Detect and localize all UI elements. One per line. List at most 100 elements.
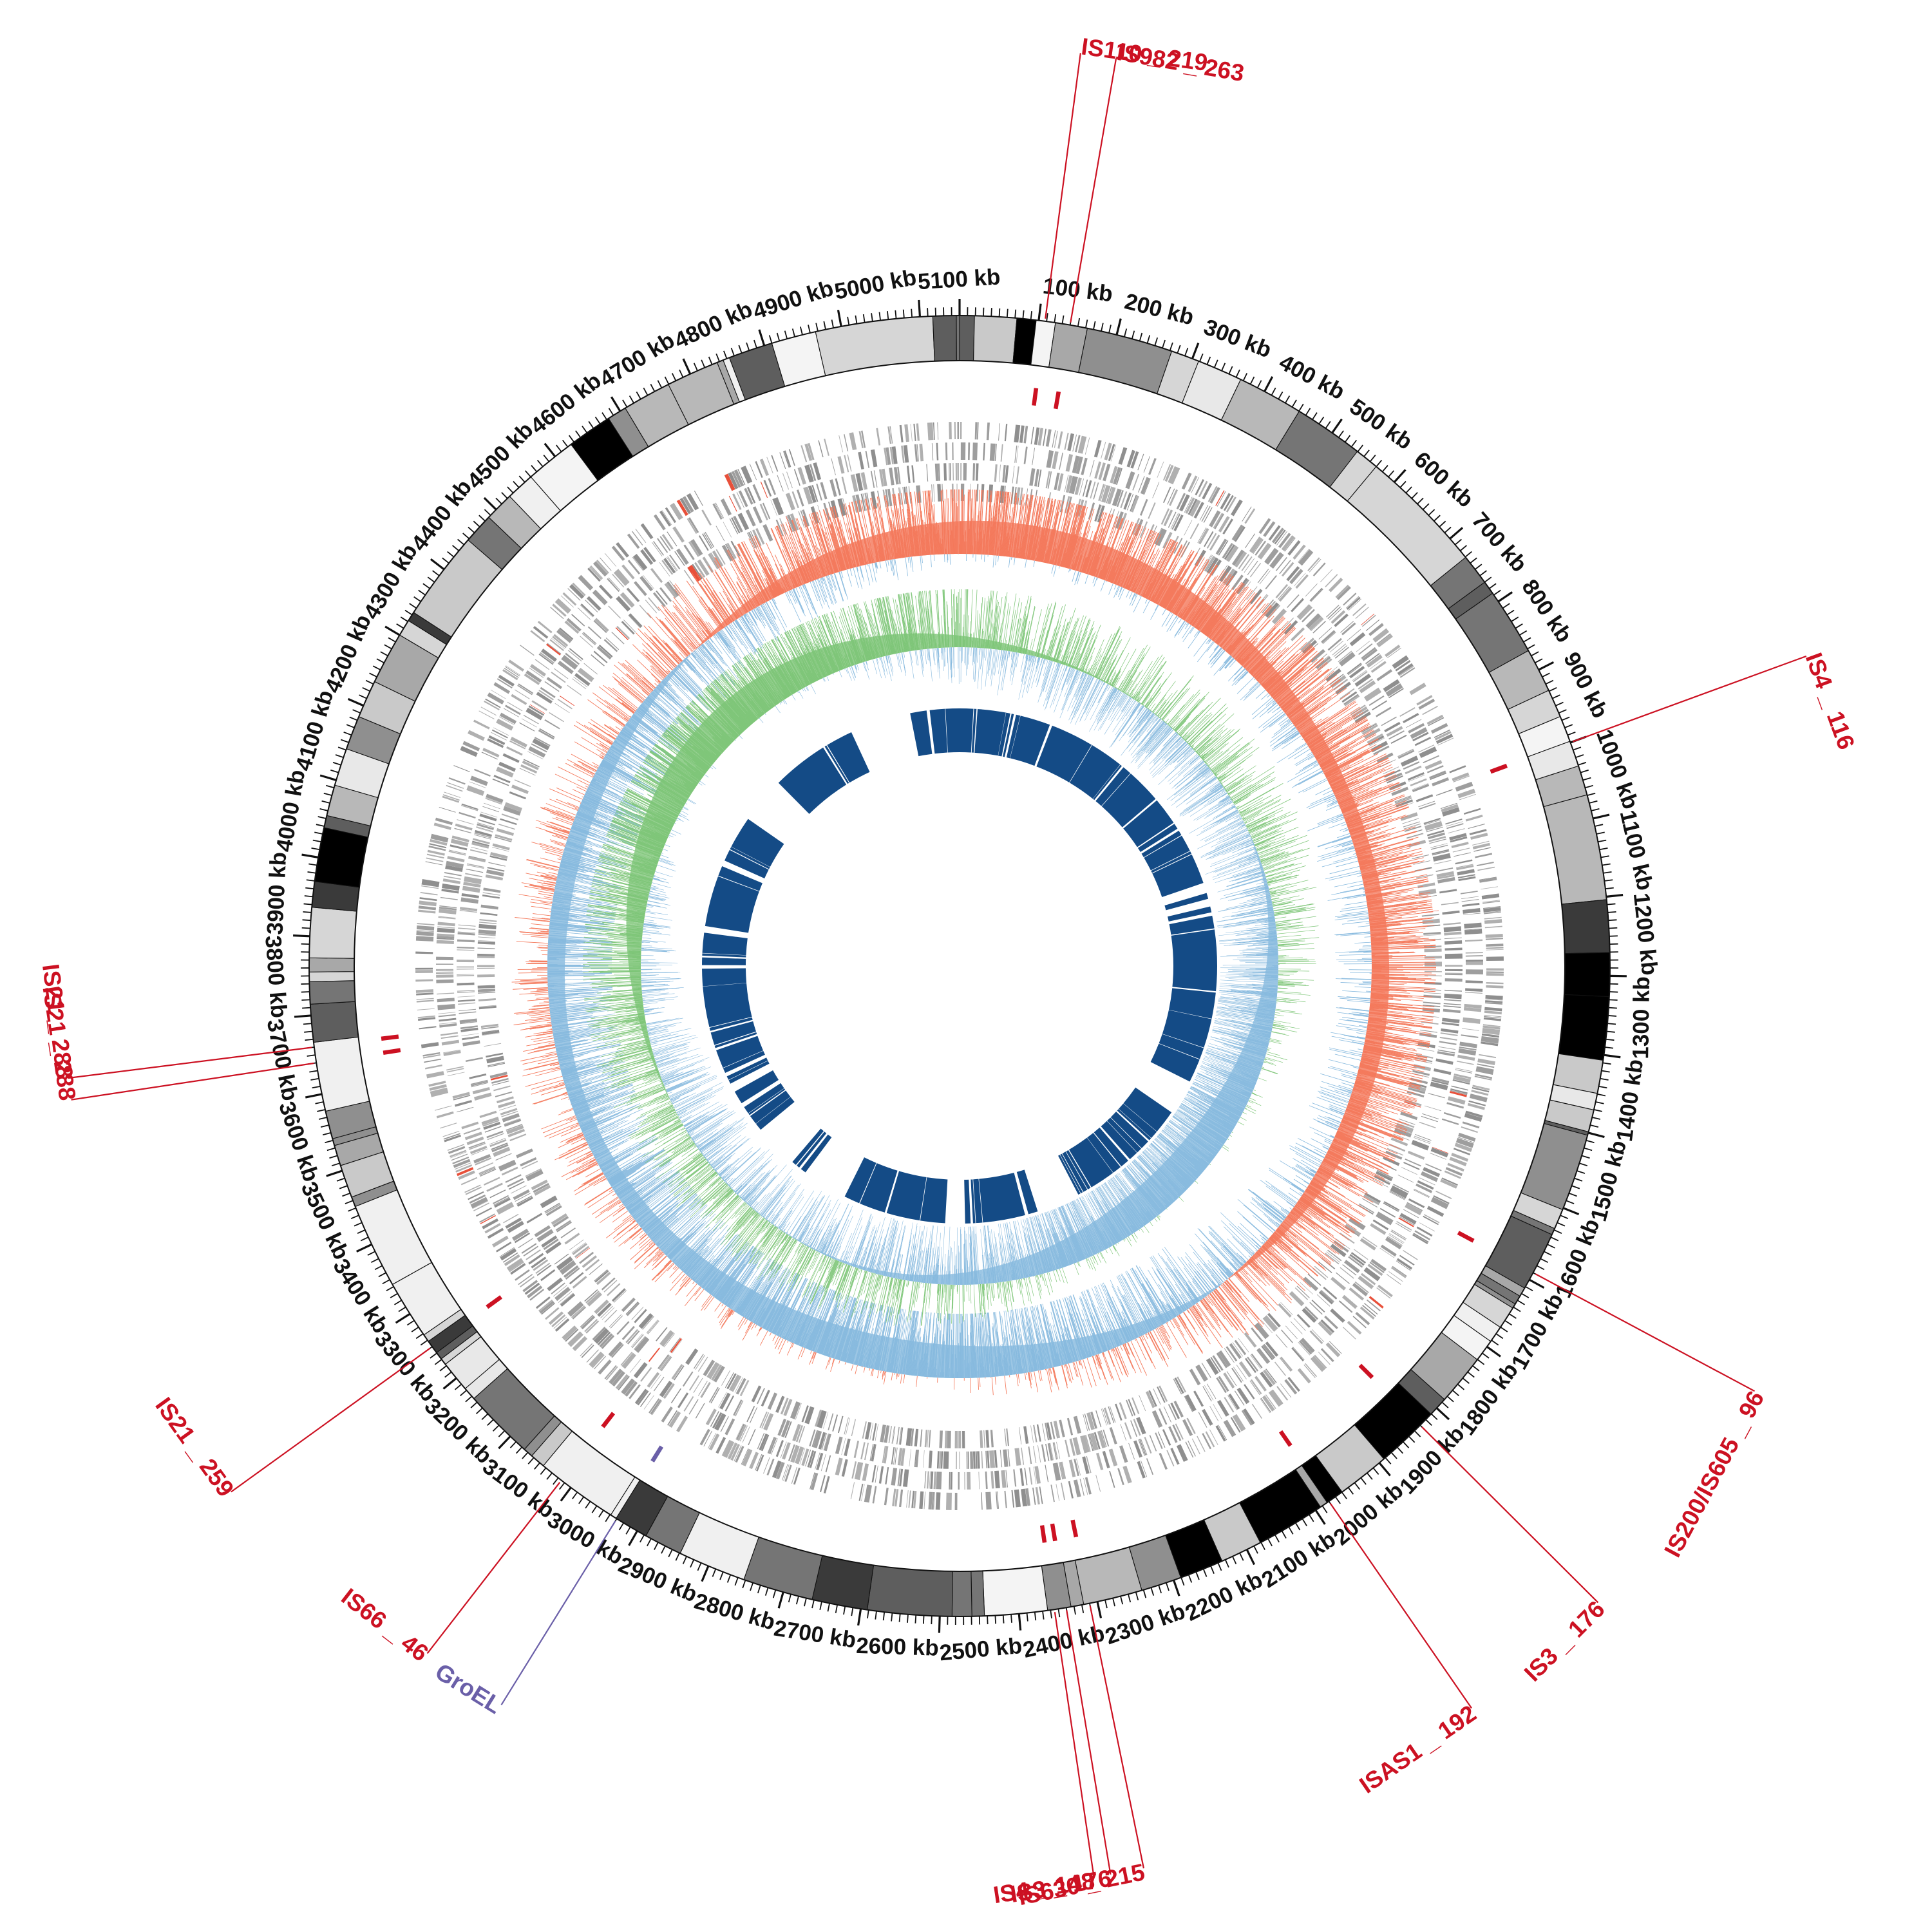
gene-feature-block [1001,1470,1007,1488]
gene-feature-block [457,966,475,968]
gene-feature-block [977,1451,980,1469]
gene-feature-block [457,819,474,825]
axis-tick-minor [1441,1401,1449,1408]
gc-content-bar [1334,931,1370,935]
gene-feature-block [541,1302,556,1315]
gene-feature-block [931,443,934,461]
gene-feature-block [1461,1034,1479,1038]
gene-feature-block [926,464,929,482]
axis-tick-minor [1603,871,1612,874]
gene-feature-block [865,450,870,468]
gene-feature-block [989,443,996,461]
gene-feature-block [561,654,578,670]
gene-feature-block [457,991,475,993]
gene-feature-block [1468,1100,1486,1106]
gene-feature-block [1469,829,1487,835]
gene-feature-block [1118,447,1128,465]
gene-feature-block [585,600,598,612]
gene-feature-block [1130,495,1139,513]
gene-feature-block [627,1330,640,1345]
gene-feature-block [1397,750,1415,759]
gene-feature-block [1014,424,1021,443]
gene-feature-block [779,452,786,469]
gene-feature-block [1285,1325,1298,1340]
axis-tick-minor [1354,1482,1361,1490]
gene-feature-block [1437,737,1454,746]
gene-feature-block [1435,1190,1452,1199]
gene-feature-block [1399,665,1414,676]
axis-tick-minor [690,1559,695,1568]
gene-feature-block [1318,1321,1332,1336]
axis-tick-minor [1470,557,1477,564]
gene-feature-block [1222,542,1233,559]
gc-content-bar [1074,571,1079,585]
gene-feature-block [1085,1434,1091,1452]
gene-feature-block [693,1378,703,1394]
gene-feature-block [1354,1281,1369,1294]
gene-feature-block [444,872,462,876]
gene-feature-block [557,663,573,674]
gc-content-bar [1342,921,1370,925]
gc-content-bar [1194,1271,1212,1293]
gene-feature-block [416,925,435,931]
karyotype-segment [956,315,960,361]
gene-feature-block [882,1445,886,1463]
gc-content-bar [1289,1148,1321,1166]
gene-feature-block [1451,1153,1469,1162]
axis-tick-minor [357,1229,366,1234]
gene-feature-block [584,1289,598,1302]
gene-feature-block [844,455,849,473]
gene-feature-block [661,534,674,550]
gene-feature-block [1419,1177,1435,1186]
axis-tick-minor [1569,1192,1577,1197]
axis-tick-minor [305,1038,314,1041]
axis-tick-minor [1519,630,1528,636]
gc-content-bar [1291,771,1323,788]
gene-feature-block [1398,1217,1414,1227]
gene-feature-block [861,1484,865,1502]
gc-content-bar [1336,860,1358,867]
gc-content-bar [1352,853,1356,855]
gene-feature-block [1467,1103,1485,1110]
gene-feature-block [583,632,597,645]
gene-feature-block [1458,1048,1477,1056]
gene-feature-block [897,466,901,484]
gene-feature-block [508,659,524,672]
axis-tick-major [701,1566,710,1582]
gene-feature-block [436,1111,454,1119]
gene-feature-block [1209,1429,1218,1445]
gene-feature-block [718,1392,727,1408]
gene-feature-block [841,477,848,495]
gene-feature-block [526,1213,543,1224]
axis-tick-minor [1592,1117,1601,1120]
axis-tick-minor [404,609,413,616]
gene-feature-block [464,1184,481,1193]
gene-feature-block [546,677,563,689]
axis-tick-minor [398,1306,406,1312]
gene-feature-block [1418,744,1435,753]
gene-feature-block [416,931,434,936]
axis-tick-minor [400,616,408,622]
gene-feature-block [1484,919,1502,924]
gene-feature-block [1432,1146,1449,1154]
gene-feature-block [1109,1470,1115,1488]
gc-content-bar [1340,887,1365,893]
gene-feature-block [469,1146,488,1155]
gene-feature-block [485,798,502,805]
gene-feature-block [749,1452,759,1470]
karyotype-segment [308,980,356,1005]
gene-feature-block [1289,1291,1305,1307]
gene-feature-block [1069,1438,1076,1456]
gene-feature-block [671,1364,683,1380]
gene-feature-block [1316,1294,1331,1307]
gc-content-bar [1108,583,1113,595]
gene-feature-block [1422,705,1438,715]
gene-feature-block [1424,819,1441,826]
gc-content-bar [1072,570,1076,582]
gene-feature-block [1408,1198,1425,1208]
gene-feature-block [438,916,456,919]
gene-feature-block [417,1015,435,1019]
gene-feature-block [1443,1003,1461,1006]
gene-feature-block [820,1454,826,1472]
axis-tick-minor [764,1587,769,1596]
